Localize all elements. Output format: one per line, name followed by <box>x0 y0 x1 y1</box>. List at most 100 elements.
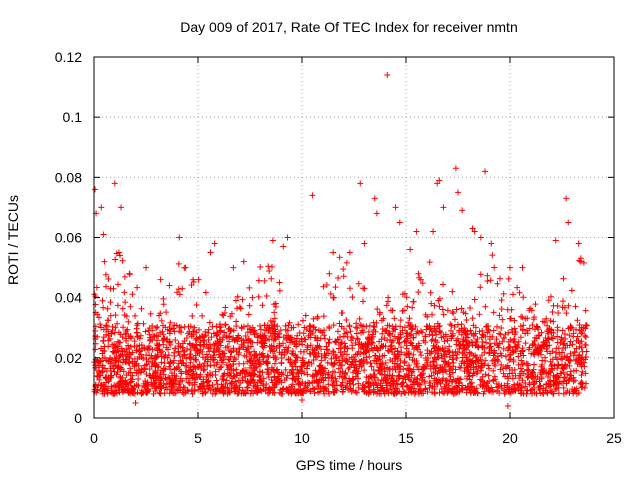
data-point <box>582 342 589 349</box>
data-point <box>247 390 254 397</box>
data-point <box>346 356 353 363</box>
data-point <box>407 339 414 346</box>
data-point <box>238 341 245 348</box>
data-point <box>496 275 503 282</box>
data-point <box>395 340 402 347</box>
data-point <box>551 362 558 369</box>
data-point <box>360 298 367 305</box>
data-point <box>447 321 454 328</box>
data-point <box>431 323 438 330</box>
data-point <box>467 390 474 397</box>
data-point <box>340 273 347 280</box>
data-point <box>516 375 523 382</box>
data-point <box>257 263 264 270</box>
data-point <box>491 340 498 347</box>
data-point <box>341 374 348 381</box>
data-point <box>307 334 314 341</box>
data-point <box>160 365 167 372</box>
data-point <box>507 336 514 343</box>
data-point <box>160 371 167 378</box>
data-point <box>99 297 106 304</box>
data-point <box>574 361 581 368</box>
x-tick-label: 25 <box>606 430 622 446</box>
data-point <box>160 295 167 302</box>
data-point <box>440 281 447 288</box>
data-point <box>560 365 567 372</box>
data-point <box>163 309 170 316</box>
data-point <box>383 377 390 384</box>
data-point <box>228 366 235 373</box>
data-point <box>124 353 131 360</box>
data-point <box>236 345 243 352</box>
data-point <box>419 329 426 336</box>
data-point <box>119 305 126 312</box>
data-point <box>417 276 424 283</box>
data-point <box>369 331 376 338</box>
data-point <box>117 364 124 371</box>
data-point <box>276 287 283 294</box>
data-point <box>164 386 171 393</box>
data-point <box>472 339 479 346</box>
data-point <box>548 389 555 396</box>
data-point <box>326 336 333 343</box>
data-point <box>150 390 157 397</box>
data-point <box>321 390 328 397</box>
data-point <box>207 387 214 394</box>
data-point <box>392 204 399 211</box>
data-point <box>581 384 588 391</box>
data-point <box>268 275 275 282</box>
data-point <box>504 306 511 313</box>
data-point <box>389 373 396 380</box>
data-point <box>430 359 437 366</box>
data-point <box>184 371 191 378</box>
data-point <box>381 368 388 375</box>
data-point <box>123 372 130 379</box>
data-point <box>135 376 142 383</box>
data-point <box>323 343 330 350</box>
data-point <box>511 339 518 346</box>
data-point <box>179 340 186 347</box>
data-point <box>170 325 177 332</box>
data-point <box>439 306 446 313</box>
data-point <box>348 388 355 395</box>
data-point <box>194 363 201 370</box>
data-point <box>302 336 309 343</box>
data-point <box>431 363 438 370</box>
data-point <box>299 341 306 348</box>
data-point <box>407 321 414 328</box>
data-point <box>549 308 556 315</box>
data-point <box>267 317 274 324</box>
data-point <box>378 336 385 343</box>
data-point <box>191 324 198 331</box>
data-point <box>206 348 213 355</box>
data-point <box>482 168 489 175</box>
data-point <box>371 357 378 364</box>
data-point <box>424 350 431 357</box>
data-point <box>555 361 562 368</box>
data-point <box>567 324 574 331</box>
data-point <box>429 332 436 339</box>
data-point <box>312 353 319 360</box>
data-point <box>411 390 418 397</box>
data-point <box>308 360 315 367</box>
data-point <box>331 388 338 395</box>
data-point <box>441 338 448 345</box>
data-point <box>415 289 422 296</box>
data-point <box>246 302 253 309</box>
data-point <box>559 304 566 311</box>
data-point <box>124 326 131 333</box>
data-point <box>262 327 269 334</box>
data-point <box>426 259 433 266</box>
data-point <box>339 379 346 386</box>
data-point <box>573 345 580 352</box>
data-point <box>244 384 251 391</box>
data-point <box>339 357 346 364</box>
data-point <box>402 389 409 396</box>
data-point <box>318 368 325 375</box>
data-point <box>436 295 443 302</box>
data-point <box>163 344 170 351</box>
data-point <box>361 383 368 390</box>
data-point <box>578 344 585 351</box>
data-point <box>340 333 347 340</box>
data-point <box>336 254 343 261</box>
